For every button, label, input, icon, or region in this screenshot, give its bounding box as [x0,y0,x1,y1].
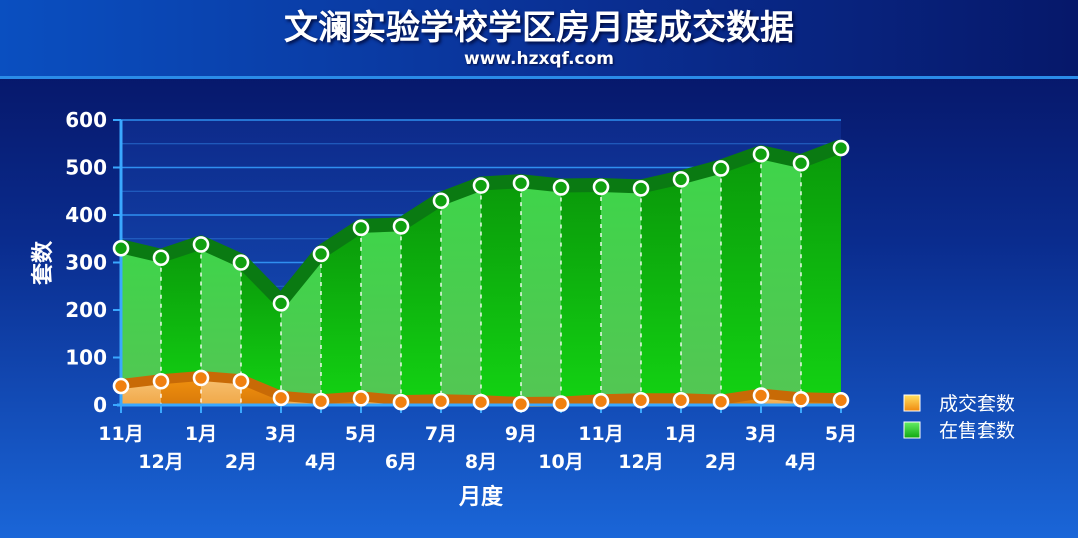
in-stock-area-segment [641,179,681,405]
in-stock-point [272,295,290,312]
sold-point [152,372,170,390]
in-stock-point [592,178,610,196]
in-stock-area-segment [801,148,841,405]
chart-header: 文澜实验学校学区房月度成交数据 www.hzxqf.com [0,0,1078,79]
x-tick-label: 6月 [385,451,417,473]
y-tick-label: 400 [65,203,107,227]
in-stock-area-segment [681,168,721,405]
y-tick-label: 100 [65,346,107,370]
in-stock-area-segment [321,227,361,405]
x-tick-label: 10月 [538,451,583,473]
x-tick-label: 1月 [185,423,217,445]
sold-point [112,377,130,395]
in-stock-point [752,145,770,163]
in-stock-point [792,154,810,172]
sold-point [592,392,610,410]
x-tick-label: 8月 [465,451,497,473]
x-tick-label: 11月 [578,423,623,445]
x-tick-label: 3月 [745,423,777,445]
sold-point [832,391,850,409]
in-stock-area-segment [721,154,761,405]
in-stock-point [712,160,730,177]
in-stock-point [432,192,450,210]
x-tick-label: 2月 [225,451,257,473]
y-tick-label: 200 [65,298,107,322]
chart-title: 文澜实验学校学区房月度成交数据 [284,8,794,48]
sold-point [432,392,450,410]
in-stock-area-segment [601,186,641,405]
sold-point [472,393,490,411]
x-tick-label: 12月 [138,451,183,473]
in-stock-point [112,239,130,257]
x-tick-label: 3月 [265,423,297,445]
x-tick-label: 1月 [665,423,697,445]
sold-area-segment [201,377,241,405]
in-stock-area-segment [481,183,521,405]
in-stock-area-segment [361,226,401,405]
in-stock-area-segment [441,185,481,405]
sold-point [312,392,330,410]
in-stock-point [352,219,370,237]
y-tick-label: 500 [65,156,107,180]
sold-point [672,391,690,409]
sold-point [272,389,290,407]
sold-point [712,393,730,410]
x-tick-label: 4月 [305,451,337,473]
in-stock-point [552,179,570,196]
sold-point [632,391,650,409]
x-axis-title: 月度 [458,484,504,510]
x-tick-label: 11月 [98,423,143,445]
sold-point [352,390,370,407]
x-tick-label: 2月 [705,451,737,473]
sold-area-segment [161,377,201,405]
sold-point [792,390,810,408]
y-tick-label: 0 [93,393,107,417]
in-stock-point [392,218,410,235]
x-tick-label: 5月 [825,423,857,445]
in-stock-point [312,245,330,263]
legend-label: 在售套数 [939,420,1015,442]
in-stock-area-segment [161,244,201,405]
sold-point [552,395,570,412]
x-tick-label: 7月 [425,423,457,445]
sold-point [392,393,410,411]
in-stock-point [512,174,530,192]
in-stock-area-segment [401,200,441,405]
sold-point [192,369,210,387]
in-stock-area-segment [761,154,801,405]
y-tick-label: 300 [65,251,107,275]
legend-label: 成交套数 [939,393,1015,415]
in-stock-area-segment [201,244,241,405]
sold-point [512,395,530,413]
in-stock-point [832,139,850,157]
in-stock-point [152,249,170,267]
x-tick-label: 12月 [618,451,663,473]
in-stock-area-segment [521,183,561,405]
sold-point [232,372,250,390]
x-tick-label: 9月 [505,423,537,445]
in-stock-point [632,180,650,197]
y-tick-label: 600 [65,108,107,132]
legend-swatch [903,394,921,412]
chart-subtitle: www.hzxqf.com [463,49,614,69]
sold-point [752,387,770,404]
in-stock-point [232,254,250,271]
in-stock-area-segment [561,186,601,405]
x-tick-label: 5月 [345,423,377,445]
in-stock-point [192,236,210,253]
x-tick-label: 4月 [785,451,817,473]
in-stock-area-segment [121,248,161,405]
y-axis-title: 套数 [30,240,56,285]
legend-swatch [903,421,921,439]
in-stock-point [472,177,490,194]
in-stock-point [672,171,690,188]
